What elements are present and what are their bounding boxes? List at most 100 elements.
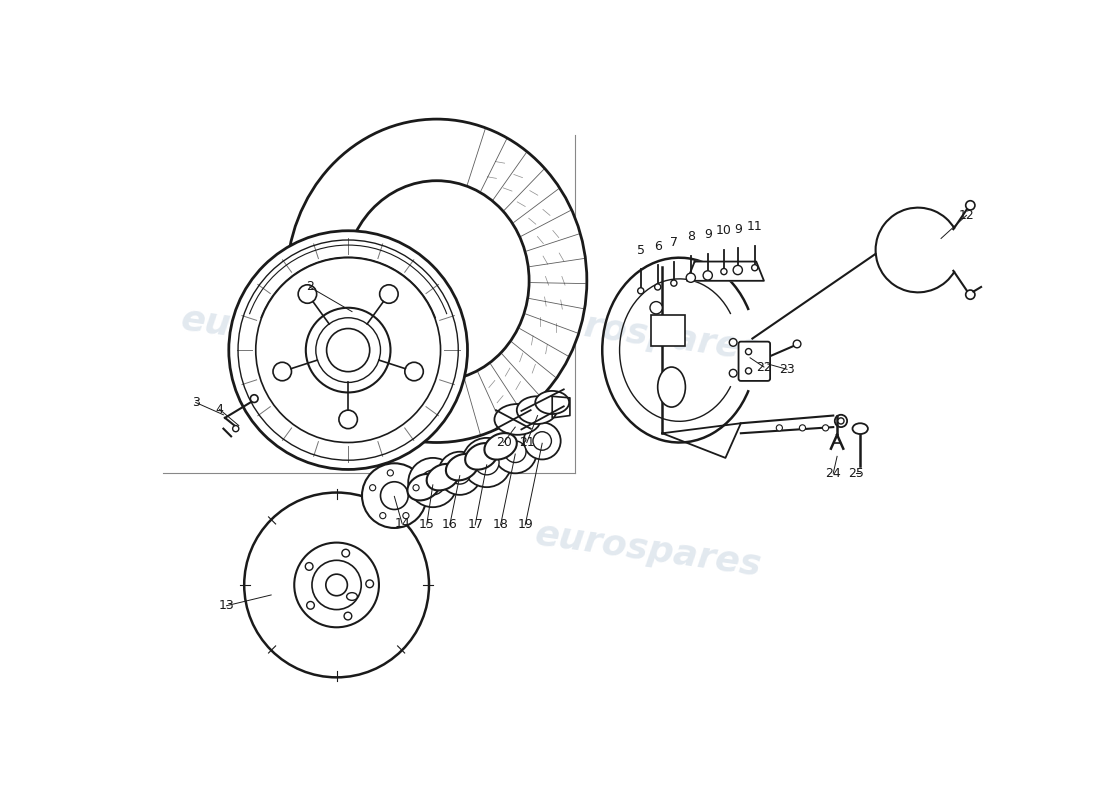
Ellipse shape [494,404,541,435]
Circle shape [255,258,440,442]
Text: 20: 20 [496,436,512,449]
Circle shape [327,329,370,372]
FancyBboxPatch shape [738,342,770,381]
Ellipse shape [658,367,685,407]
Text: 19: 19 [517,518,534,531]
Text: 7: 7 [670,236,678,249]
Ellipse shape [446,454,478,481]
Circle shape [344,612,352,620]
Circle shape [703,270,713,280]
Ellipse shape [536,391,569,414]
Text: 12: 12 [958,209,975,222]
Circle shape [295,542,378,627]
Text: 18: 18 [493,518,508,531]
Ellipse shape [534,432,551,450]
Circle shape [306,308,390,393]
Ellipse shape [465,443,497,470]
Circle shape [823,425,828,431]
Circle shape [705,272,711,278]
Ellipse shape [438,452,482,495]
Ellipse shape [852,423,868,434]
Circle shape [838,418,844,424]
Text: 15: 15 [419,518,435,531]
Text: 24: 24 [825,467,842,480]
Circle shape [777,425,782,431]
Circle shape [312,560,361,610]
Ellipse shape [427,464,459,490]
Circle shape [650,302,662,314]
Text: 5: 5 [637,243,645,257]
Text: 8: 8 [686,230,695,243]
Ellipse shape [408,458,458,507]
Circle shape [366,580,374,588]
Polygon shape [686,262,763,281]
Text: 25: 25 [848,467,865,480]
Ellipse shape [420,470,446,495]
Text: 17: 17 [468,518,483,531]
Text: 11: 11 [747,220,762,234]
Circle shape [729,338,737,346]
Circle shape [966,201,975,210]
Text: eurospares: eurospares [532,518,764,583]
Circle shape [720,269,727,274]
Circle shape [326,574,348,596]
Text: eurospares: eurospares [532,302,764,367]
Circle shape [733,266,742,274]
Circle shape [273,362,292,381]
Circle shape [686,273,695,282]
Ellipse shape [494,430,537,474]
Circle shape [298,285,317,303]
Circle shape [381,482,408,510]
Circle shape [233,426,239,432]
Circle shape [316,318,381,382]
Ellipse shape [484,433,517,460]
Text: 23: 23 [779,363,795,376]
Circle shape [654,284,661,290]
Text: 9: 9 [704,228,712,241]
Ellipse shape [244,493,429,678]
Circle shape [800,425,805,431]
Circle shape [342,550,350,557]
Text: eurospares: eurospares [178,302,410,367]
Circle shape [405,362,424,381]
Bar [651,315,684,346]
Ellipse shape [362,463,427,528]
Circle shape [306,562,313,570]
Circle shape [307,602,315,609]
Circle shape [251,394,258,402]
Circle shape [370,485,376,491]
Ellipse shape [286,119,587,442]
Circle shape [966,290,975,299]
Ellipse shape [462,438,512,487]
Text: 16: 16 [442,518,458,531]
Circle shape [387,470,394,476]
Circle shape [671,280,676,286]
Ellipse shape [524,422,561,459]
Circle shape [403,513,409,518]
Circle shape [688,274,694,281]
Circle shape [379,513,386,518]
Ellipse shape [505,441,526,462]
Text: 4: 4 [216,403,223,416]
Circle shape [835,414,847,427]
Ellipse shape [517,396,557,424]
Circle shape [412,485,419,491]
Text: 6: 6 [653,240,661,253]
Text: 22: 22 [756,361,772,374]
Text: 2: 2 [306,281,313,294]
Circle shape [229,230,468,470]
Ellipse shape [449,462,471,484]
Circle shape [793,340,801,348]
Text: 9: 9 [734,222,741,236]
Circle shape [379,285,398,303]
Text: 10: 10 [716,224,732,238]
Circle shape [339,410,358,429]
Circle shape [751,265,758,270]
Circle shape [746,368,751,374]
Circle shape [238,240,459,460]
Ellipse shape [344,181,529,381]
Text: 3: 3 [191,396,199,409]
Text: 14: 14 [394,517,410,530]
Circle shape [729,370,737,377]
Circle shape [638,288,644,294]
